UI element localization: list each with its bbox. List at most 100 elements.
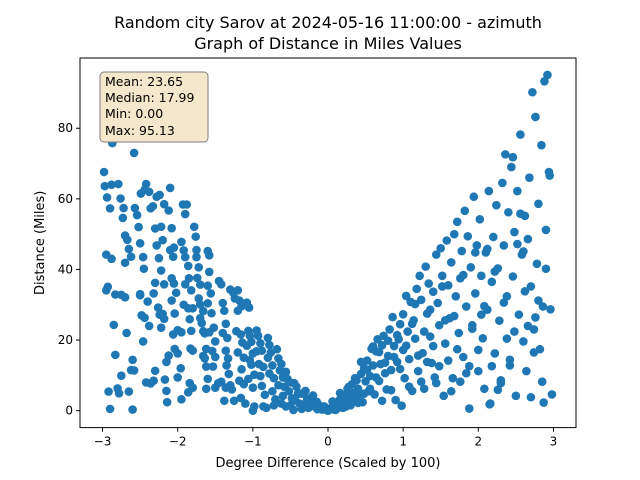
data-point — [502, 334, 512, 343]
data-point — [439, 391, 449, 401]
data-point — [160, 375, 170, 384]
stats-median: Median: 17.99 — [105, 90, 194, 105]
data-point — [301, 386, 310, 396]
data-point — [164, 206, 173, 215]
data-point — [347, 391, 357, 401]
points-layer — [99, 70, 557, 415]
data-point — [537, 140, 546, 150]
data-point — [499, 241, 509, 250]
data-point — [204, 251, 214, 260]
data-point — [519, 337, 528, 346]
data-point — [543, 70, 552, 80]
data-point — [443, 356, 453, 365]
data-point — [144, 321, 154, 331]
data-point — [179, 300, 189, 310]
data-point — [516, 209, 525, 218]
data-point — [513, 186, 522, 196]
data-point — [119, 203, 128, 213]
data-point — [149, 289, 158, 298]
data-point — [227, 385, 237, 394]
data-point — [182, 200, 192, 209]
data-point — [216, 377, 226, 387]
data-point — [186, 326, 196, 336]
data-point — [534, 199, 543, 209]
data-point — [499, 298, 509, 307]
data-point — [478, 333, 488, 343]
data-point — [484, 186, 494, 196]
data-point — [514, 310, 524, 319]
data-point — [474, 366, 483, 376]
data-point — [398, 309, 408, 319]
data-point — [464, 361, 474, 371]
data-point — [516, 130, 525, 139]
data-point — [422, 357, 432, 367]
data-point — [519, 247, 528, 256]
data-point — [159, 199, 169, 209]
data-point — [155, 190, 164, 200]
data-point — [416, 377, 426, 387]
data-point — [419, 384, 429, 394]
data-point — [538, 302, 548, 311]
data-point — [229, 396, 239, 406]
data-point — [386, 385, 396, 395]
data-point — [210, 352, 220, 362]
stats-max: Max: 95.13 — [105, 123, 175, 138]
data-point — [139, 264, 149, 274]
data-point — [404, 354, 414, 364]
data-point — [269, 401, 279, 410]
data-point — [292, 382, 301, 391]
data-point — [179, 246, 189, 255]
data-point — [223, 354, 233, 363]
data-point — [371, 373, 381, 382]
data-point — [244, 303, 254, 312]
x-tick-label: −3 — [94, 435, 112, 449]
data-point — [451, 291, 461, 301]
data-point — [194, 263, 204, 272]
data-point — [191, 232, 201, 241]
data-point — [165, 183, 175, 193]
data-point — [440, 315, 450, 325]
data-point — [158, 235, 167, 245]
data-point — [107, 180, 116, 190]
data-point — [284, 386, 294, 396]
data-point — [198, 306, 208, 316]
y-axis: 0 20 40 60 80 — [58, 121, 80, 418]
data-point — [425, 332, 435, 341]
data-point — [268, 361, 277, 370]
data-point — [233, 348, 243, 357]
data-point — [392, 330, 402, 340]
x-tick-label: 1 — [399, 435, 407, 449]
data-point — [138, 252, 148, 262]
data-point — [492, 200, 501, 210]
data-point — [140, 313, 149, 323]
data-point — [416, 295, 426, 305]
data-point — [413, 366, 423, 376]
data-point — [377, 396, 387, 406]
data-point — [248, 406, 258, 415]
data-point — [480, 301, 489, 311]
data-point — [434, 320, 444, 330]
data-point — [485, 400, 494, 409]
data-point — [236, 330, 246, 339]
data-point — [260, 390, 270, 400]
data-point — [489, 232, 498, 242]
data-point — [204, 267, 214, 277]
data-point — [102, 193, 112, 202]
data-point — [123, 235, 132, 245]
data-point — [134, 222, 143, 232]
data-point — [458, 352, 468, 362]
data-point — [308, 391, 318, 400]
data-point — [177, 395, 186, 404]
data-point — [529, 348, 539, 357]
data-point — [120, 258, 130, 268]
data-point — [222, 361, 231, 370]
data-point — [197, 318, 207, 328]
x-tick-label: 2 — [474, 435, 482, 449]
data-point — [114, 389, 124, 398]
data-point — [507, 162, 516, 172]
data-point — [449, 229, 459, 239]
data-point — [448, 373, 458, 383]
data-point — [471, 248, 480, 257]
data-point — [122, 328, 131, 338]
